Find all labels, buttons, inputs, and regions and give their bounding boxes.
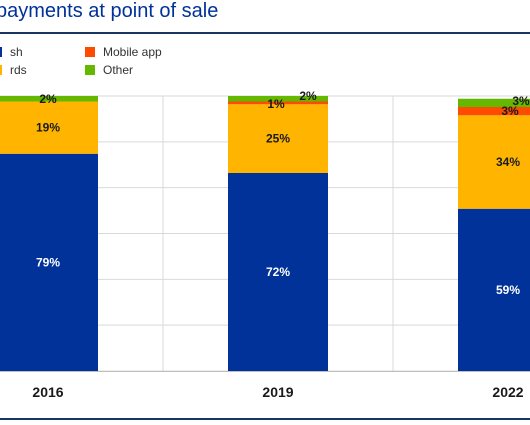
data-label-mobile-app-2022: 3% (501, 104, 519, 118)
bar-segment-other-2016 (0, 96, 98, 102)
bar-segment-cards-2022 (458, 115, 530, 209)
data-label-cards-2022: 34% (496, 155, 520, 169)
data-label-cards-2019: 25% (266, 132, 290, 146)
data-label-cash-2019: 72% (266, 265, 290, 279)
legend-swatch-other (85, 65, 95, 75)
category-label-2019: 2019 (262, 384, 293, 400)
data-label-cards-2016: 19% (36, 121, 60, 135)
legend-label-mobile-app: Mobile app (103, 45, 162, 59)
legend-swatch-cards (0, 65, 2, 75)
bar-segment-cash-2022 (458, 208, 530, 371)
bar-segment-other-2019 (228, 96, 328, 102)
footer-divider (0, 418, 530, 420)
legend-swatch-cash (0, 47, 2, 57)
bar-segment-cards-2016 (0, 101, 98, 154)
legend-label-other: Other (103, 63, 134, 77)
legend-item-mobile-app: Mobile app (85, 44, 162, 60)
bar-segment-cash-2016 (0, 153, 98, 371)
data-label-cash-2016: 79% (36, 255, 60, 269)
bar-segment-mobile-app-2019 (228, 101, 328, 105)
data-label-other-2016: 2% (39, 92, 57, 106)
data-label-other-2022: 3% (512, 94, 530, 108)
legend-swatch-mobile-app (85, 47, 95, 57)
bar-segment-cash-2019 (228, 173, 328, 371)
data-label-mobile-app-2019: 1% (267, 97, 285, 111)
bar-segment-cards-2019 (228, 104, 328, 173)
data-label-cash-2022: 59% (496, 283, 520, 297)
category-label-2016: 2016 (32, 384, 63, 400)
legend-label-cards: rds (10, 63, 27, 77)
data-label-other-2019: 2% (299, 89, 317, 103)
legend-label-cash: sh (10, 45, 23, 59)
chart-title: payments at point of sale (0, 0, 219, 22)
bar-segment-mobile-app-2022 (458, 107, 530, 116)
chart-legend: sh rds Mobile app Other (0, 44, 530, 84)
legend-item-other: Other (85, 62, 133, 78)
bar-segment-other-2022 (458, 98, 530, 107)
category-label-2022: 2022 (492, 384, 523, 400)
title-divider (0, 32, 530, 34)
legend-item-cash: sh (0, 44, 23, 60)
legend-item-cards: rds (0, 62, 27, 78)
